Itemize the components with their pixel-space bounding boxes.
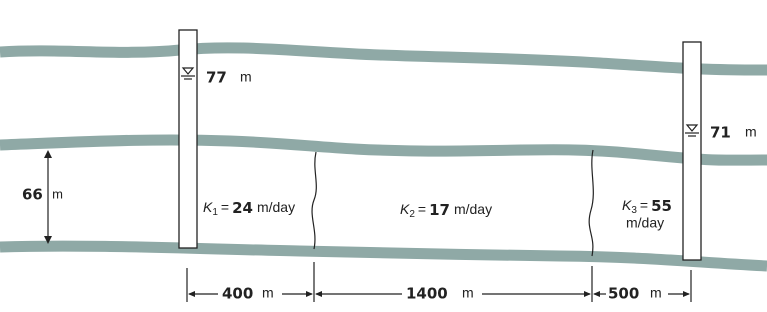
thickness-unit: m <box>52 186 63 201</box>
k-equals: = <box>221 199 229 215</box>
well-head: 77 <box>206 69 227 87</box>
zone-boundary <box>312 152 316 249</box>
well-right <box>683 42 701 260</box>
well-head: 71 <box>710 124 731 142</box>
zone-boundary <box>589 150 593 256</box>
thickness-arrow <box>44 150 52 244</box>
k-unit: m/day <box>257 199 295 215</box>
diagram: 77 m 71 m 66 m K1=24m/day K2=17m/day K3=… <box>0 0 767 312</box>
k-value: 17 <box>429 201 450 219</box>
zone-label: K3=55 <box>622 197 672 216</box>
k-equals: = <box>418 201 426 217</box>
well-left <box>179 30 197 248</box>
distance-value: 500 <box>608 285 639 303</box>
k-equals: = <box>640 197 648 213</box>
distance-value: 1400 <box>406 285 448 303</box>
thickness-value: 66 <box>22 186 43 204</box>
k-unit: m/day <box>626 215 664 231</box>
well-unit: m <box>240 69 252 85</box>
distance-unit: m <box>262 285 274 301</box>
distance-unit: m <box>650 285 662 301</box>
k-value: 24 <box>232 199 253 217</box>
well-unit: m <box>745 124 757 140</box>
distance-value: 400 <box>222 285 253 303</box>
k-unit: m/day <box>454 201 492 217</box>
k-subscript: 1 <box>212 207 218 218</box>
bottom-band <box>0 246 767 266</box>
k-subscript: 2 <box>409 209 415 220</box>
top-band <box>0 48 767 70</box>
confining-band <box>0 140 767 160</box>
k-value: 55 <box>651 197 672 215</box>
distance-unit: m <box>462 285 474 301</box>
